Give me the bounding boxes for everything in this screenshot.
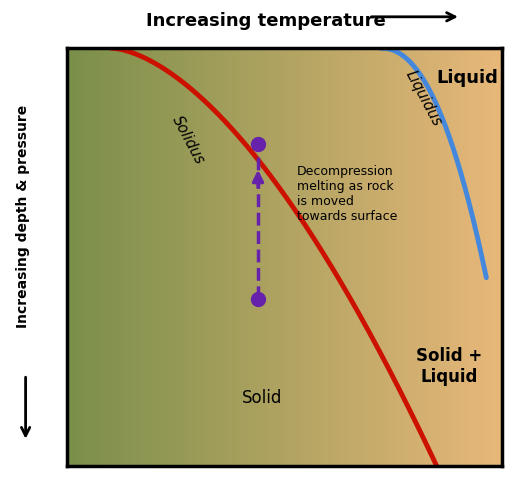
Text: Increasing temperature: Increasing temperature — [146, 12, 386, 30]
Text: Solidus: Solidus — [169, 113, 207, 167]
Text: Solid +
Liquid: Solid + Liquid — [416, 348, 483, 386]
Text: Increasing depth & pressure: Increasing depth & pressure — [16, 104, 30, 328]
Text: Decompression
melting as rock
is moved
towards surface: Decompression melting as rock is moved t… — [297, 165, 398, 223]
Text: Solid: Solid — [242, 389, 283, 407]
Text: Liquid: Liquid — [436, 69, 498, 87]
Text: Liquidus: Liquidus — [402, 68, 444, 129]
